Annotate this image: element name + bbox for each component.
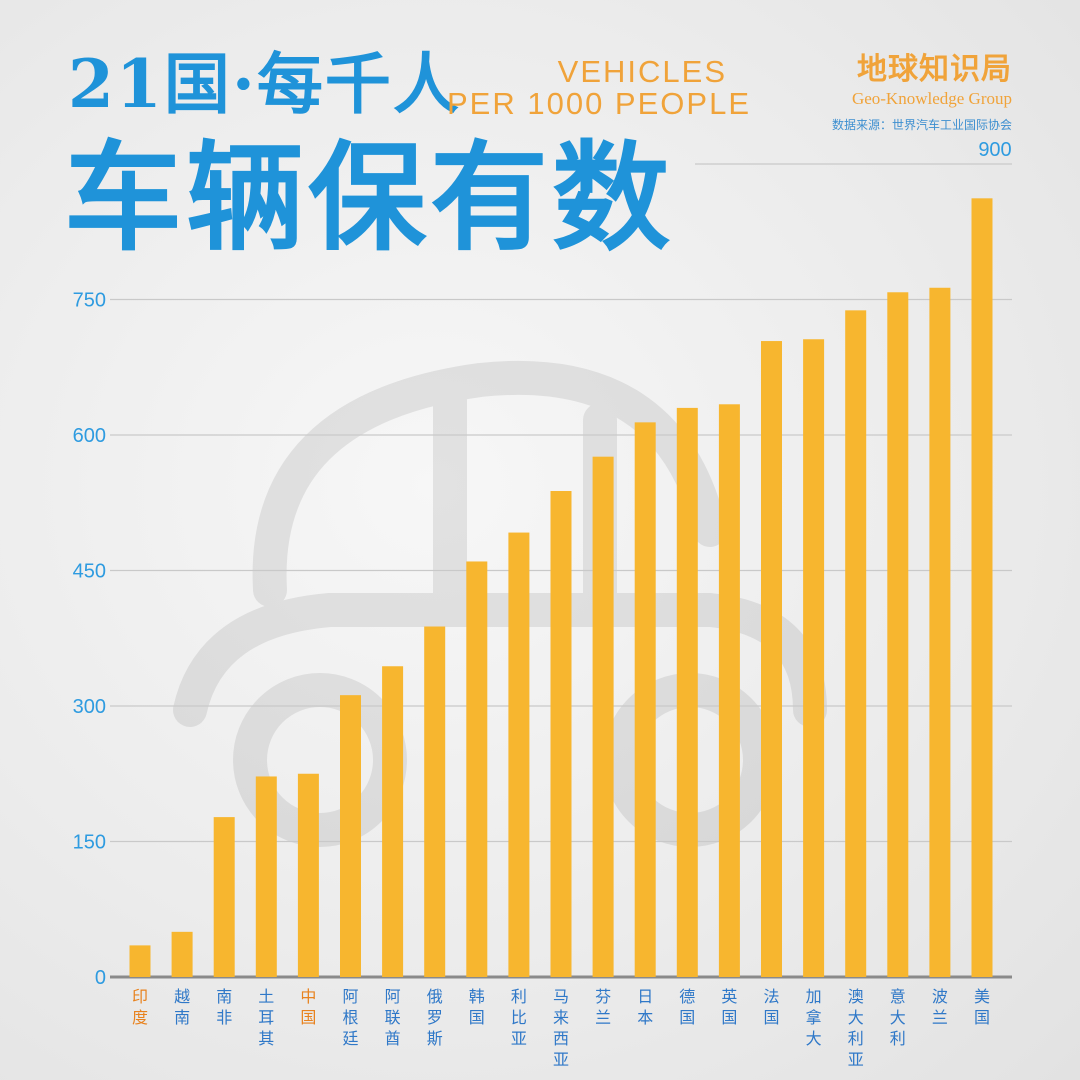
- bar: [929, 287, 951, 977]
- x-category-label: 韩国: [469, 987, 485, 1027]
- title-english: VEHICLES PER 1000 PEOPLE: [447, 54, 751, 121]
- bar: [971, 198, 993, 977]
- bar: [676, 407, 698, 977]
- x-category-label: 德国: [679, 987, 695, 1027]
- x-category-label: 英国: [721, 987, 737, 1027]
- title-english-line-2: PER 1000 PEOPLE: [447, 86, 751, 121]
- bar: [803, 339, 825, 977]
- bar: [634, 422, 656, 977]
- x-category-label: 阿联酋: [385, 987, 401, 1048]
- x-category-label: 利比亚: [511, 987, 527, 1048]
- title-line-2: 车辆保有数: [64, 129, 675, 267]
- title-english-line-1: VEHICLES: [557, 54, 727, 89]
- x-category-label: 日本: [637, 987, 653, 1027]
- brand-name-chinese: 地球知识局: [857, 52, 1012, 87]
- y-tick-label: 150: [73, 832, 106, 854]
- bar: [761, 341, 782, 977]
- x-category-label: 俄罗斯: [427, 987, 443, 1048]
- x-category-label: 美国: [974, 987, 990, 1027]
- brand-name-english: Geo-Knowledge Group: [851, 89, 1012, 108]
- x-category-label: 印度: [132, 987, 148, 1027]
- bar: [887, 292, 909, 978]
- x-category-label: 芬兰: [595, 987, 611, 1027]
- x-category-label: 马来西亚: [553, 987, 569, 1069]
- bar: [592, 456, 614, 977]
- y-tick-label: 450: [73, 561, 106, 583]
- bar: [213, 817, 235, 977]
- y-tick-label: 750: [73, 290, 106, 312]
- data-source-note: 数据来源：世界汽车工业国际协会: [831, 118, 1012, 132]
- bar: [550, 491, 572, 977]
- x-category-label: 加拿大: [806, 987, 822, 1048]
- bar: [382, 666, 404, 977]
- y-tick-label: 300: [73, 696, 106, 718]
- bar: [297, 773, 319, 977]
- x-category-label: 越南: [174, 987, 190, 1027]
- bars: [129, 198, 993, 978]
- bar: [129, 945, 151, 977]
- bar: [424, 626, 446, 977]
- brand-logo: 地球知识局 Geo-Knowledge Group: [852, 52, 1012, 110]
- x-category-label: 意大利: [890, 987, 906, 1048]
- x-category-label: 波兰: [932, 987, 948, 1027]
- title-line-1: 21国·每千人: [68, 45, 461, 123]
- bar: [508, 532, 530, 977]
- y-tick-label: 600: [73, 425, 106, 447]
- y-axis-ticks: 0 150 300 450 600 750 900: [73, 139, 1012, 989]
- bar: [171, 931, 193, 977]
- y-tick-label: 0: [95, 967, 106, 989]
- bar: [255, 776, 277, 977]
- x-category-label: 南非: [216, 987, 232, 1027]
- x-category-label: 阿根廷: [342, 987, 358, 1048]
- x-category-label: 中国: [300, 987, 316, 1027]
- bar: [340, 695, 361, 977]
- x-category-label: 法国: [763, 987, 779, 1027]
- x-category-label: 土耳其: [258, 987, 274, 1048]
- bar: [466, 561, 488, 977]
- bar: [845, 310, 867, 978]
- x-category-label: 澳大利亚: [848, 987, 864, 1069]
- y-tick-label: 900: [978, 139, 1011, 161]
- bar: [718, 404, 740, 978]
